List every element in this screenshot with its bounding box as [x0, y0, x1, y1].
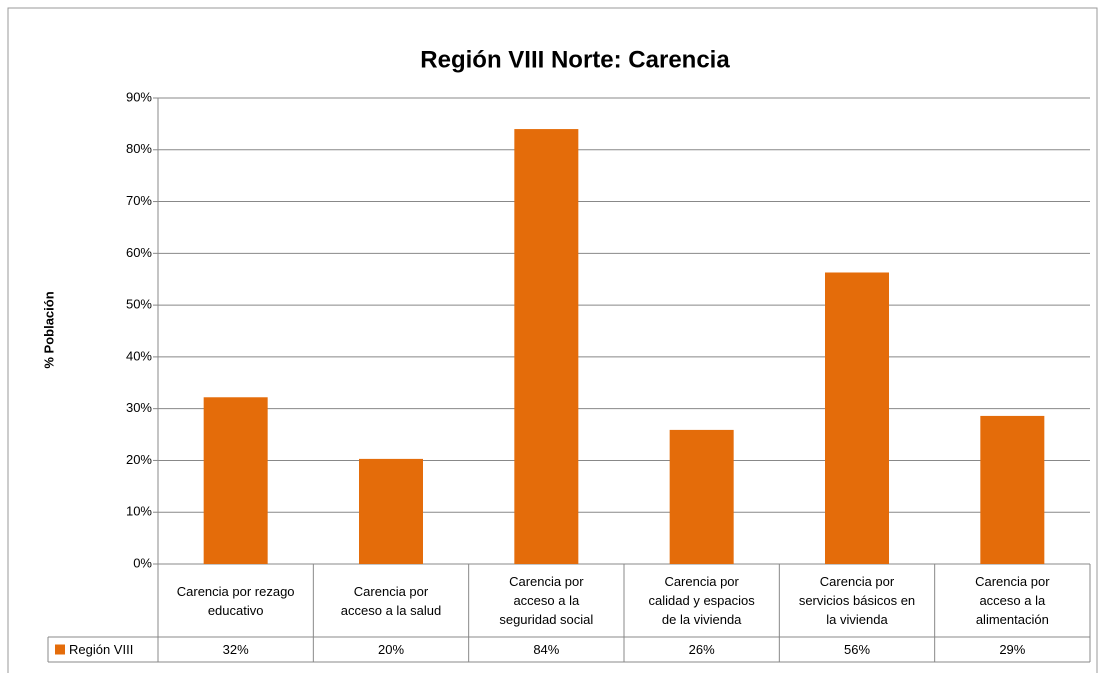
bar: [359, 458, 423, 564]
x-tick-label: Carencia por acceso a la salud: [340, 583, 442, 618]
bar: [514, 129, 579, 565]
data-label: 20%: [378, 642, 404, 657]
y-tick-label: 20%: [126, 452, 152, 467]
x-tick-label: Carencia por acceso a la alimentación: [975, 574, 1050, 627]
y-tick-label: 80%: [126, 141, 152, 156]
bar: [669, 429, 734, 564]
chart-title: Región VIII Norte: Carencia: [420, 46, 730, 73]
bar: [203, 397, 268, 564]
y-axis-label: % Población: [41, 291, 56, 368]
data-label: 26%: [689, 642, 715, 657]
x-tick-label: Carencia por acceso a la seguridad socia…: [499, 574, 594, 627]
bar: [980, 415, 1045, 564]
y-tick-label: 0%: [133, 555, 152, 570]
data-label: 29%: [999, 642, 1025, 657]
data-label: 32%: [223, 642, 249, 657]
x-tick-label: Carencia por calidad y espacios de la vi…: [648, 574, 755, 627]
legend-label: Región VIII: [69, 642, 133, 657]
bar: [825, 272, 889, 564]
data-label: 56%: [844, 642, 870, 657]
y-tick-label: 10%: [126, 504, 152, 519]
y-tick-label: 40%: [126, 348, 152, 363]
y-tick-label: 90%: [126, 89, 152, 104]
legend-swatch: [55, 644, 65, 655]
y-tick-label: 60%: [126, 245, 152, 260]
y-tick-label: 70%: [126, 193, 152, 208]
y-tick-label: 30%: [126, 400, 152, 415]
data-label: 84%: [533, 642, 559, 657]
x-tick-label: Carencia por servicios básicos en la viv…: [798, 574, 916, 627]
x-tick-label: Carencia por rezago educativo: [176, 583, 295, 618]
y-tick-label: 50%: [126, 297, 152, 312]
